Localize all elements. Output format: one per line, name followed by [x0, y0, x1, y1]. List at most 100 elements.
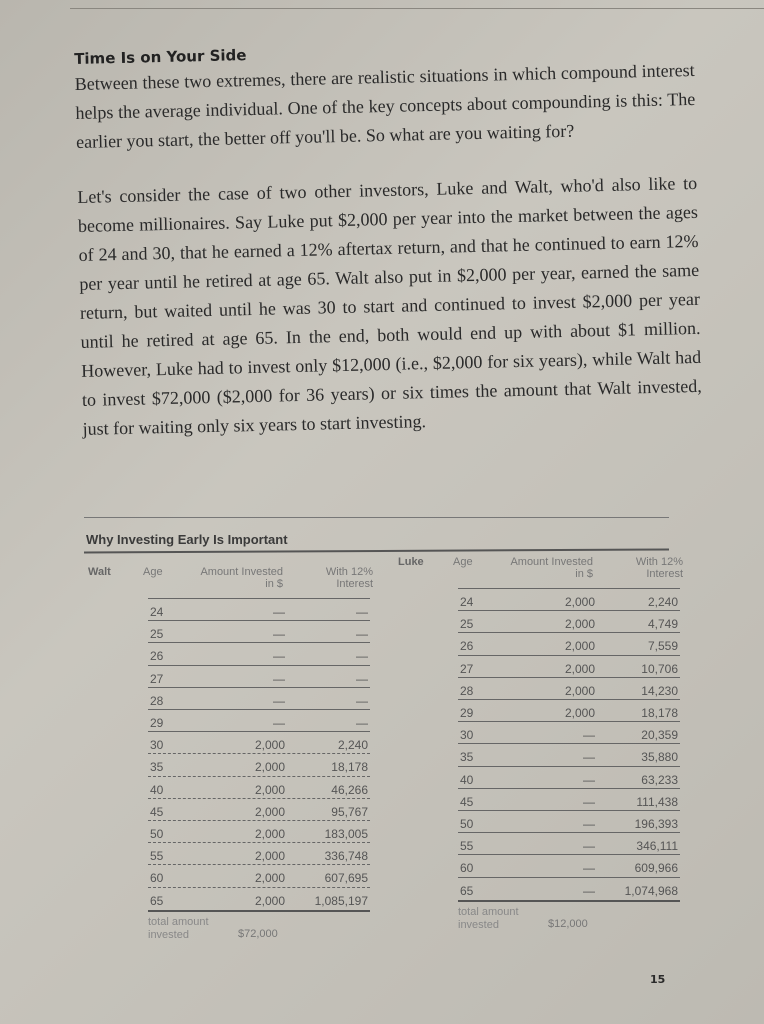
table-row: 55 — 346,111 — [458, 832, 680, 856]
amount-cell: 2,000 — [254, 849, 285, 864]
interest-cell: 111,438 — [636, 794, 678, 809]
table-row: 27 2,000 10,706 — [458, 654, 680, 679]
age-cell: 35 — [150, 760, 164, 775]
amount-cell: 2,000 — [254, 760, 285, 775]
page-number: 15 — [650, 973, 666, 986]
total-value: $12,000 — [548, 917, 588, 930]
body-text: Time Is on Your Side Between these two e… — [74, 36, 703, 470]
amount-cell: — — [583, 750, 595, 765]
age-cell: 27 — [460, 661, 474, 676]
age-cell: 60 — [150, 871, 164, 886]
amount-cell: — — [583, 772, 595, 787]
amount-cell: 2,000 — [254, 827, 285, 841]
amount-cell: — — [583, 794, 595, 809]
interest-cell: 63,233 — [641, 772, 678, 787]
interest-cell: 35,880 — [641, 750, 678, 765]
interest-cell: 346,111 — [636, 839, 678, 854]
amount-cell: — — [273, 716, 285, 730]
amount-cell: 2,000 — [254, 738, 285, 753]
age-cell: 35 — [460, 750, 474, 765]
total-label: total amount invested — [148, 915, 209, 941]
total-label: total amount invested — [458, 905, 519, 931]
interest-cell: 14,230 — [641, 683, 678, 698]
table-row: 28 2,000 14,230 — [458, 676, 680, 701]
interest-cell: 336,748 — [324, 849, 368, 864]
table-row: 26 2,000 7,559 — [458, 632, 680, 656]
age-cell: 24 — [460, 595, 474, 609]
table-row: 40 — 63,233 — [458, 765, 680, 790]
amount-cell: 2,000 — [254, 804, 285, 819]
table-bottom-rule — [148, 909, 370, 912]
interest-header: With 12% Interest — [635, 556, 683, 580]
table-row: 35 2,000 18,178 — [148, 753, 370, 777]
amount-cell: — — [273, 605, 285, 619]
age-cell: 55 — [150, 849, 164, 864]
interest-cell: — — [356, 605, 368, 619]
table-row: 45 — 111,438 — [458, 787, 680, 812]
interest-cell: 4,749 — [647, 617, 678, 632]
luke-table: Luke Age Amount Invested in $ With 12% I… — [398, 556, 683, 956]
interest-cell: 10,706 — [641, 661, 678, 676]
top-rule — [70, 8, 764, 9]
total-value: $72,000 — [238, 927, 278, 940]
age-cell: 55 — [460, 839, 474, 854]
age-cell: 26 — [460, 639, 474, 654]
age-cell: 27 — [150, 671, 164, 686]
table-row: 27 — — — [148, 664, 370, 689]
interest-cell: 2,240 — [337, 738, 368, 753]
table-row: 50 — 196,393 — [458, 810, 680, 834]
age-cell: 65 — [150, 893, 164, 908]
table-top-rule — [84, 517, 669, 518]
age-cell: 25 — [460, 617, 474, 632]
table-row: 25 2,000 4,749 — [458, 610, 680, 634]
paragraph: Let's consider the case of two other inv… — [77, 172, 703, 439]
amount-cell: — — [583, 883, 595, 898]
amount-cell: — — [273, 627, 285, 642]
table-row: 45 2,000 95,767 — [148, 797, 370, 822]
age-cell: 24 — [150, 605, 164, 619]
table-row: 30 — 20,359 — [458, 721, 680, 745]
age-cell: 28 — [460, 683, 474, 698]
amount-cell: — — [273, 649, 285, 664]
table-row: 29 — — — [148, 709, 370, 733]
amount-cell: — — [583, 817, 595, 831]
amount-cell: 2,000 — [254, 871, 285, 886]
amount-cell: 2,000 — [564, 706, 595, 720]
age-cell: 26 — [150, 649, 164, 664]
age-cell: 28 — [150, 693, 164, 708]
table-bottom-rule — [458, 899, 680, 902]
interest-cell: 196,393 — [634, 817, 678, 831]
interest-cell: 18,178 — [331, 760, 368, 775]
interest-cell: 1,085,197 — [314, 893, 368, 908]
age-cell: 29 — [460, 706, 474, 720]
age-cell: 45 — [460, 794, 474, 809]
age-cell: 50 — [460, 817, 474, 831]
age-header: Age — [143, 566, 163, 578]
age-cell: 25 — [150, 627, 164, 642]
table-row: 55 2,000 336,748 — [148, 842, 370, 866]
interest-cell: — — [356, 627, 368, 642]
interest-cell: 609,966 — [634, 861, 678, 876]
age-cell: 60 — [460, 861, 474, 876]
table-row: 65 2,000 1,085,197 — [148, 886, 370, 911]
amount-cell: — — [583, 839, 595, 854]
interest-cell: 183,005 — [324, 827, 368, 841]
table-row: 24 2,000 2,240 — [458, 588, 680, 612]
table-row: 30 2,000 2,240 — [148, 731, 370, 755]
amount-cell: 2,000 — [254, 782, 285, 797]
interest-cell: — — [356, 671, 368, 686]
interest-cell: — — [356, 716, 368, 730]
age-cell: 29 — [150, 716, 164, 730]
age-cell: 40 — [460, 772, 474, 787]
age-cell: 65 — [460, 883, 474, 898]
age-cell: 50 — [150, 827, 164, 841]
table-title-rule — [83, 548, 670, 554]
interest-cell: 20,359 — [641, 728, 678, 743]
investor-name: Luke — [398, 556, 424, 568]
amount-cell: — — [583, 728, 595, 743]
table-row: 40 2,000 46,266 — [148, 775, 370, 800]
amount-cell: 2,000 — [564, 595, 595, 609]
amount-header: Amount Invested in $ — [510, 556, 593, 580]
interest-cell: 1,074,968 — [624, 883, 678, 898]
amount-cell: — — [273, 693, 285, 708]
